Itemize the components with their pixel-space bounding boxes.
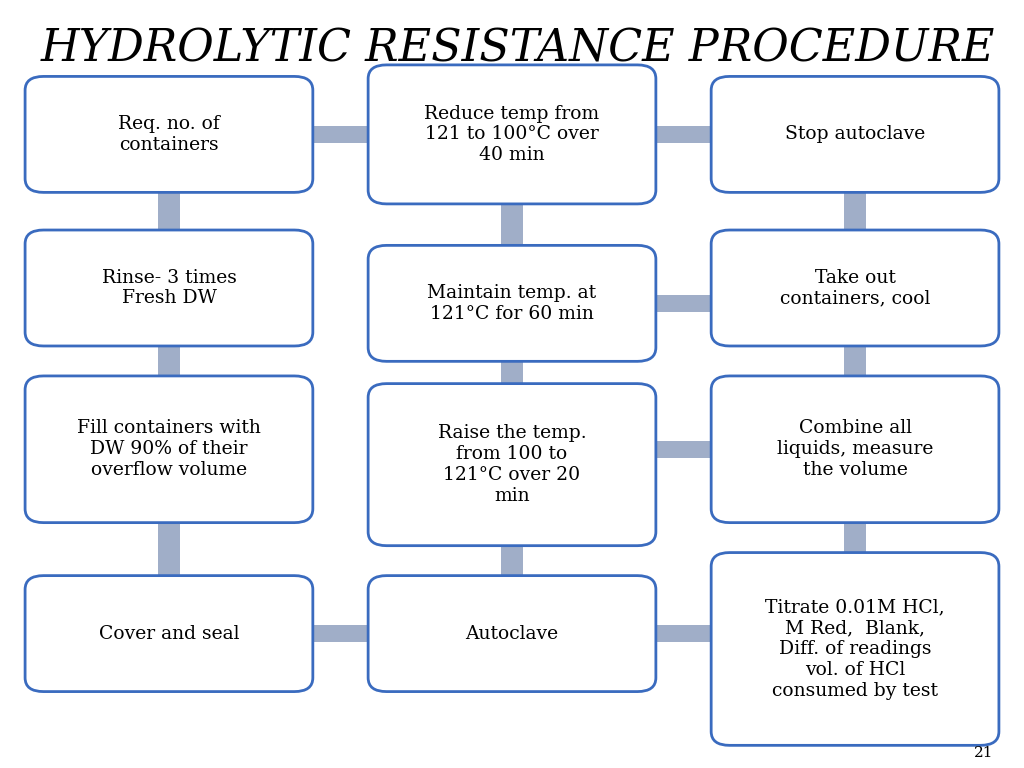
FancyBboxPatch shape (501, 531, 523, 590)
FancyBboxPatch shape (711, 376, 998, 523)
FancyBboxPatch shape (26, 376, 313, 523)
FancyBboxPatch shape (637, 625, 729, 642)
FancyBboxPatch shape (369, 65, 655, 204)
FancyBboxPatch shape (26, 230, 313, 346)
FancyBboxPatch shape (844, 179, 866, 244)
Text: Cover and seal: Cover and seal (98, 624, 240, 643)
Text: Autoclave: Autoclave (466, 624, 558, 643)
Text: Raise the temp.
from 100 to
121°C over 20
min: Raise the temp. from 100 to 121°C over 2… (437, 425, 587, 505)
FancyBboxPatch shape (501, 190, 523, 260)
Text: HYDROLYTIC RESISTANCE PROCEDURE: HYDROLYTIC RESISTANCE PROCEDURE (41, 27, 995, 70)
FancyBboxPatch shape (637, 441, 729, 458)
Text: Take out
containers, cool: Take out containers, cool (780, 269, 930, 307)
Text: Combine all
liquids, measure
the volume: Combine all liquids, measure the volume (777, 419, 933, 479)
FancyBboxPatch shape (711, 230, 998, 346)
FancyBboxPatch shape (369, 246, 655, 362)
FancyBboxPatch shape (637, 126, 729, 143)
FancyBboxPatch shape (637, 295, 729, 312)
FancyBboxPatch shape (295, 126, 387, 143)
FancyBboxPatch shape (158, 179, 180, 244)
Text: Stop autoclave: Stop autoclave (785, 125, 925, 144)
FancyBboxPatch shape (711, 77, 998, 193)
FancyBboxPatch shape (369, 384, 655, 545)
Text: Req. no. of
containers: Req. no. of containers (118, 115, 220, 154)
FancyBboxPatch shape (711, 553, 998, 745)
Text: Titrate 0.01M HCl,
M Red,  Blank,
Diff. of readings
vol. of HCl
consumed by test: Titrate 0.01M HCl, M Red, Blank, Diff. o… (765, 598, 945, 700)
FancyBboxPatch shape (158, 332, 180, 390)
FancyBboxPatch shape (501, 347, 523, 398)
FancyBboxPatch shape (295, 625, 387, 642)
FancyBboxPatch shape (26, 77, 313, 193)
FancyBboxPatch shape (844, 508, 866, 567)
Text: 21: 21 (974, 746, 993, 760)
Text: Fill containers with
DW 90% of their
overflow volume: Fill containers with DW 90% of their ove… (77, 419, 261, 479)
Text: Reduce temp from
121 to 100°C over
40 min: Reduce temp from 121 to 100°C over 40 mi… (424, 104, 600, 164)
FancyBboxPatch shape (158, 508, 180, 590)
FancyBboxPatch shape (26, 576, 313, 691)
Text: Maintain temp. at
121°C for 60 min: Maintain temp. at 121°C for 60 min (427, 284, 597, 323)
FancyBboxPatch shape (844, 332, 866, 390)
Text: Rinse- 3 times
Fresh DW: Rinse- 3 times Fresh DW (101, 269, 237, 307)
FancyBboxPatch shape (369, 576, 655, 691)
